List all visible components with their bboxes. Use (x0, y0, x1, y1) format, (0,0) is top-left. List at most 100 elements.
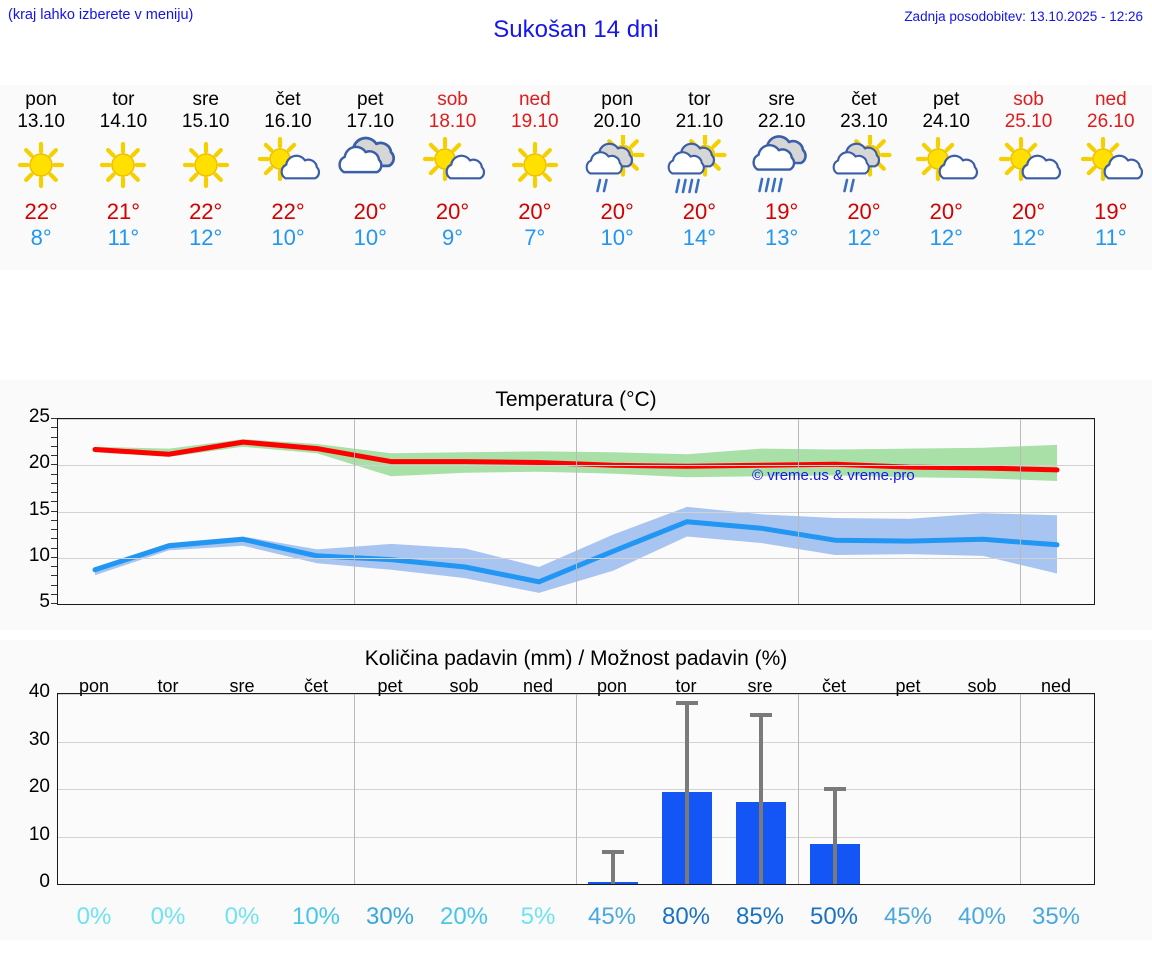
day-of-week-label: pet (933, 89, 960, 110)
min-temperature-value: 13° (765, 225, 799, 250)
max-temperature-value: 20° (1011, 199, 1046, 224)
day-of-week-label: čet (851, 89, 877, 110)
vertical-gridline (354, 694, 355, 884)
day-date-label: 23.10 (840, 111, 888, 132)
precipitation-day-label: pet (895, 676, 921, 696)
page-title: Sukošan 14 dni (493, 16, 659, 43)
weather-sunny-icon (5, 135, 77, 197)
precipitation-probability-label: 45% (883, 903, 933, 930)
precipitation-day-label: ned (1040, 676, 1072, 696)
precipitation-probability-label: 5% (520, 903, 556, 930)
y-axis-minor-tick (51, 473, 57, 475)
forecast-day-column[interactable]: sre 22.10 19° 13° (741, 85, 823, 270)
y-axis-minor-tick (51, 593, 57, 595)
precipitation-chart-title: Količina padavin (mm) / Možnost padavin … (364, 647, 788, 670)
weather-sunny-icon (170, 135, 242, 197)
forecast-day-column[interactable]: pon 13.10 22° 8° (0, 85, 82, 270)
weather-sun-cloud-icon (417, 135, 489, 197)
day-of-week-label: tor (112, 89, 135, 110)
precipitation-day-label: pet (377, 676, 403, 696)
day-of-week-label: čet (275, 89, 301, 110)
precipitation-day-label: sre (747, 676, 773, 696)
day-date-label: 20.10 (593, 111, 641, 132)
y-axis-tick-label: 20 (28, 452, 50, 474)
y-axis-minor-tick (51, 418, 57, 419)
day-date-label: 17.10 (346, 111, 395, 132)
weather-cloudy-icon (334, 135, 406, 197)
y-axis-minor-tick (51, 566, 57, 567)
min-temperature-value: 11° (107, 225, 140, 250)
precipitation-day-label: čet (303, 676, 328, 696)
day-of-week-label: sre (768, 89, 795, 110)
location-menu-note[interactable]: (kraj lahko izberete v meniju) (8, 7, 194, 23)
day-date-label: 19.10 (511, 111, 559, 132)
precipitation-probability-label: 0% (224, 903, 260, 930)
y-axis-minor-tick (51, 538, 57, 540)
y-axis-minor-tick (51, 529, 57, 530)
day-date-label: 16.10 (264, 111, 312, 132)
forecast-day-column[interactable]: čet 23.10 20° 12° (823, 85, 905, 270)
precipitation-probability-label: 30% (365, 903, 415, 930)
last-updated: Zadnja posodobitev: 13.10.2025 - 12:26 (904, 9, 1143, 24)
forecast-day-column[interactable]: pet 17.10 20° 10° (329, 85, 411, 270)
precipitation-error-cap (824, 787, 846, 791)
day-date-label: 18.10 (428, 111, 477, 132)
min-temperature-value: 8° (30, 225, 52, 250)
precipitation-day-label: tor (157, 676, 179, 696)
weather-sunny-icon (499, 135, 571, 197)
max-temperature-value: 20° (353, 199, 387, 224)
forecast-day-column[interactable]: sob 25.10 20° 12° (987, 85, 1069, 270)
max-temperature-value: 20° (518, 199, 552, 224)
y-axis-minor-tick (51, 501, 57, 503)
precipitation-probability-label: 0% (150, 903, 186, 930)
min-temperature-value: 10° (600, 225, 634, 250)
forecast-day-column[interactable]: ned 26.10 19° 11° (1070, 85, 1152, 270)
max-temperature-value: 20° (847, 199, 881, 224)
y-axis-tick-label: 30 (28, 728, 50, 750)
y-axis-minor-tick (51, 584, 57, 586)
y-axis-minor-tick (51, 547, 57, 549)
weather-sun-cloud-icon (1075, 135, 1147, 197)
day-of-week-label: tor (688, 89, 711, 110)
forecast-day-column[interactable]: pet 24.10 20° 12° (905, 85, 987, 270)
min-temperature-value: 11° (1094, 225, 1127, 250)
vertical-gridline (1020, 694, 1021, 884)
weather-sun-cloud-rain-icon (828, 133, 900, 197)
day-of-week-label: sob (437, 89, 468, 110)
max-temperature-value: 21° (106, 199, 141, 224)
day-date-label: 15.10 (181, 111, 230, 132)
min-temperature-value: 12° (1011, 225, 1046, 250)
forecast-day-column[interactable]: čet 16.10 22° 10° (247, 85, 329, 270)
forecast-day-column[interactable]: tor 14.10 21° 11° (82, 85, 164, 270)
y-axis-tick-label: 40 (28, 681, 50, 702)
y-axis-minor-tick (51, 510, 57, 512)
precipitation-day-label: sre (229, 676, 255, 696)
gridline (58, 604, 1094, 605)
forecast-day-column[interactable]: sob 18.10 20° 9° (411, 85, 493, 270)
day-date-label: 25.10 (1004, 111, 1053, 132)
forecast-day-column[interactable]: ned 19.10 20° 7° (494, 85, 576, 270)
min-temperature-value: 14° (682, 225, 717, 250)
max-temperature-value: 20° (929, 199, 963, 224)
precipitation-probability-label: 35% (1031, 903, 1081, 930)
y-axis-tick-label: 10 (28, 823, 50, 845)
y-axis-tick-label: 25 (28, 406, 50, 427)
vertical-gridline (576, 419, 577, 604)
weather-cloud-rain-icon (746, 135, 818, 197)
vertical-gridline (798, 419, 799, 604)
weather-sun-cloud-icon (910, 135, 982, 197)
vertical-gridline (576, 694, 577, 884)
y-axis-minor-tick (51, 556, 57, 558)
forecast-day-column[interactable]: sre 15.10 22° 12° (165, 85, 247, 270)
precipitation-probability-label: 0% (76, 903, 112, 930)
precipitation-day-label: sob (449, 676, 479, 696)
forecast-day-column[interactable]: tor 21.10 20° 14° (658, 85, 740, 270)
weather-sun-cloud-icon (993, 135, 1065, 197)
precipitation-day-label: čet (821, 676, 846, 696)
y-axis-tick-label: 10 (28, 544, 50, 566)
weather-sun-cloud-rain-heavy-icon (663, 133, 735, 197)
precipitation-probability-label: 40% (957, 903, 1007, 930)
y-axis-tick-label: 15 (28, 498, 50, 520)
y-axis-minor-tick (51, 455, 57, 456)
forecast-day-column[interactable]: pon 20.10 20° 10° (576, 85, 658, 270)
